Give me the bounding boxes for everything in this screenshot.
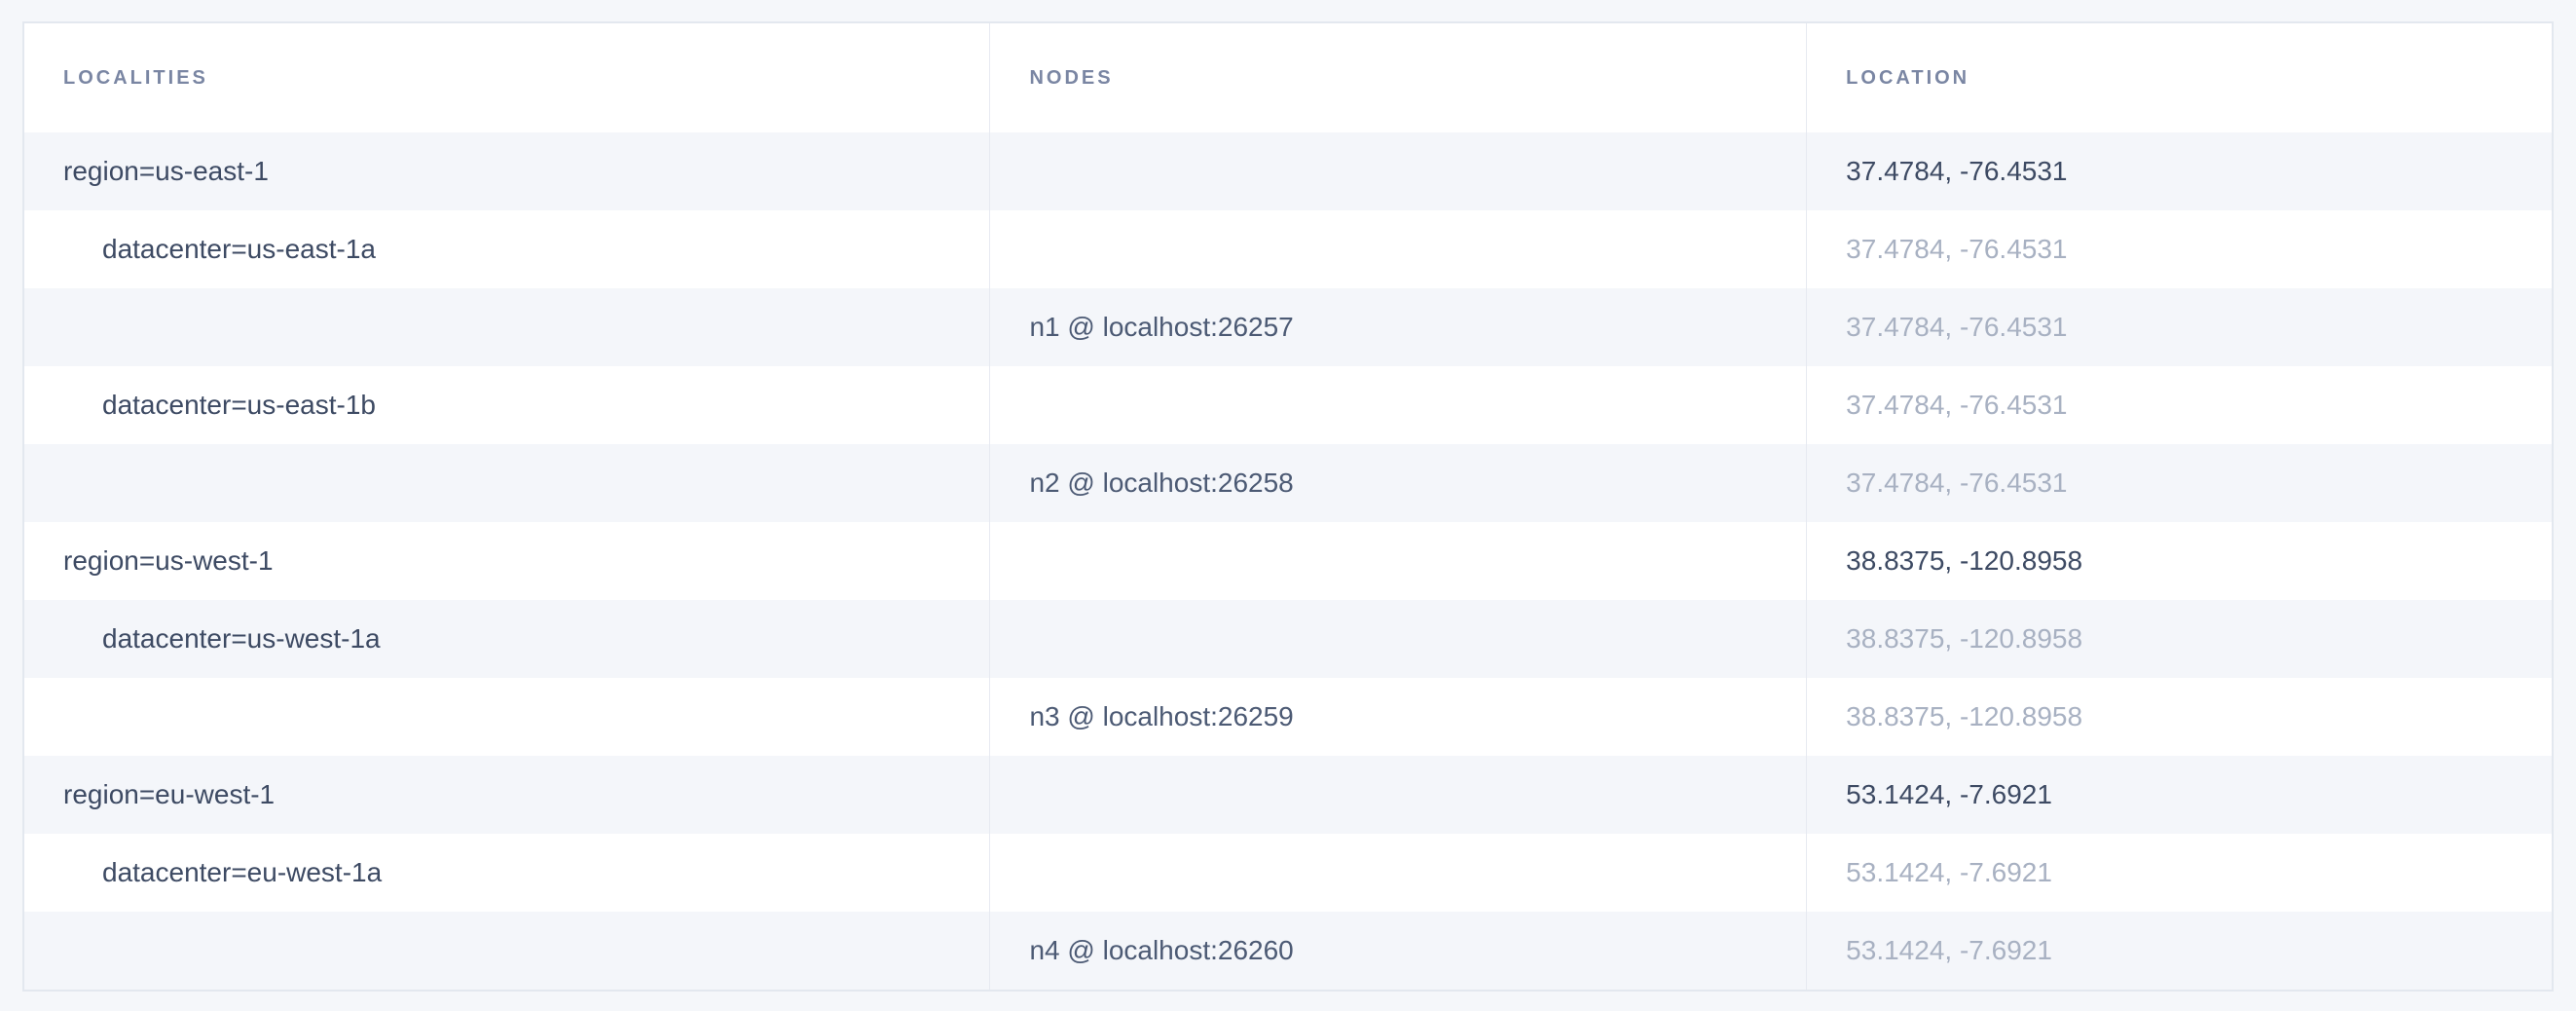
location-value: 37.4784, -76.4531 bbox=[1846, 468, 2068, 498]
locality-cell bbox=[24, 912, 991, 990]
location-value: 37.4784, -76.4531 bbox=[1846, 312, 2068, 342]
locality-cell: datacenter=us-east-1b bbox=[24, 366, 991, 444]
locality-cell: datacenter=us-west-1a bbox=[24, 600, 991, 678]
node-cell: n2 @ localhost:26258 bbox=[990, 444, 1808, 522]
node-label: n4 @ localhost:26260 bbox=[1029, 935, 1294, 965]
table-row: n4 @ localhost:26260 53.1424, -7.6921 bbox=[24, 912, 2552, 990]
location-value: 37.4784, -76.4531 bbox=[1846, 156, 2068, 186]
location-value: 38.8375, -120.8958 bbox=[1846, 623, 2083, 654]
node-cell bbox=[990, 600, 1808, 678]
node-cell bbox=[990, 366, 1808, 444]
table-row: n3 @ localhost:26259 38.8375, -120.8958 bbox=[24, 678, 2552, 756]
node-cell bbox=[990, 132, 1808, 210]
column-header-location-label: Location bbox=[1846, 66, 1970, 89]
location-value: 53.1424, -7.6921 bbox=[1846, 857, 2052, 887]
location-value: 38.8375, -120.8958 bbox=[1846, 545, 2083, 576]
locality-cell: datacenter=us-east-1a bbox=[24, 210, 991, 288]
column-header-nodes: Nodes bbox=[990, 23, 1808, 132]
node-label: n1 @ localhost:26257 bbox=[1029, 312, 1294, 342]
location-value: 53.1424, -7.6921 bbox=[1846, 935, 2052, 965]
locality-cell: region=eu-west-1 bbox=[24, 756, 991, 834]
column-header-nodes-label: Nodes bbox=[1029, 66, 1114, 89]
location-cell: 37.4784, -76.4531 bbox=[1807, 288, 2552, 366]
node-cell bbox=[990, 834, 1808, 912]
locality-cell: datacenter=eu-west-1a bbox=[24, 834, 991, 912]
column-header-localities-label: Localities bbox=[63, 66, 208, 89]
locality-cell: region=us-east-1 bbox=[24, 132, 991, 210]
location-cell: 37.4784, -76.4531 bbox=[1807, 210, 2552, 288]
locality-label: region=eu-west-1 bbox=[63, 779, 276, 809]
locality-label: datacenter=eu-west-1a bbox=[102, 857, 383, 887]
location-cell: 53.1424, -7.6921 bbox=[1807, 834, 2552, 912]
table-header-row: Localities Nodes Location bbox=[24, 23, 2552, 132]
locality-cell bbox=[24, 678, 991, 756]
locality-label: region=us-west-1 bbox=[63, 545, 274, 576]
table-row: n2 @ localhost:26258 37.4784, -76.4531 bbox=[24, 444, 2552, 522]
table-row: region=us-east-1 37.4784, -76.4531 bbox=[24, 132, 2552, 210]
location-cell: 53.1424, -7.6921 bbox=[1807, 912, 2552, 990]
locality-label: region=us-east-1 bbox=[63, 156, 269, 186]
locality-label: datacenter=us-east-1a bbox=[102, 234, 376, 264]
location-cell: 53.1424, -7.6921 bbox=[1807, 756, 2552, 834]
node-cell bbox=[990, 756, 1808, 834]
column-header-localities: Localities bbox=[24, 23, 991, 132]
node-cell: n4 @ localhost:26260 bbox=[990, 912, 1808, 990]
locality-label: datacenter=us-west-1a bbox=[102, 623, 381, 654]
node-cell bbox=[990, 210, 1808, 288]
location-cell: 38.8375, -120.8958 bbox=[1807, 522, 2552, 600]
location-cell: 38.8375, -120.8958 bbox=[1807, 678, 2552, 756]
location-cell: 37.4784, -76.4531 bbox=[1807, 366, 2552, 444]
column-header-location: Location bbox=[1807, 23, 2552, 132]
node-cell: n1 @ localhost:26257 bbox=[990, 288, 1808, 366]
locality-label: datacenter=us-east-1b bbox=[102, 390, 376, 420]
location-value: 38.8375, -120.8958 bbox=[1846, 701, 2083, 731]
locality-cell bbox=[24, 444, 991, 522]
locality-cell: region=us-west-1 bbox=[24, 522, 991, 600]
node-cell bbox=[990, 522, 1808, 600]
node-cell: n3 @ localhost:26259 bbox=[990, 678, 1808, 756]
table-row: datacenter=us-east-1b 37.4784, -76.4531 bbox=[24, 366, 2552, 444]
node-label: n3 @ localhost:26259 bbox=[1029, 701, 1294, 731]
table-row: datacenter=us-west-1a 38.8375, -120.8958 bbox=[24, 600, 2552, 678]
location-value: 53.1424, -7.6921 bbox=[1846, 779, 2052, 809]
locality-cell bbox=[24, 288, 991, 366]
table-row: datacenter=us-east-1a 37.4784, -76.4531 bbox=[24, 210, 2552, 288]
location-value: 37.4784, -76.4531 bbox=[1846, 234, 2068, 264]
node-label: n2 @ localhost:26258 bbox=[1029, 468, 1294, 498]
location-value: 37.4784, -76.4531 bbox=[1846, 390, 2068, 420]
table-body: region=us-east-1 37.4784, -76.4531 datac… bbox=[24, 132, 2552, 990]
location-cell: 37.4784, -76.4531 bbox=[1807, 444, 2552, 522]
location-cell: 38.8375, -120.8958 bbox=[1807, 600, 2552, 678]
table-row: region=us-west-1 38.8375, -120.8958 bbox=[24, 522, 2552, 600]
localities-table: Localities Nodes Location region=us-east… bbox=[22, 21, 2554, 992]
table-row: datacenter=eu-west-1a 53.1424, -7.6921 bbox=[24, 834, 2552, 912]
location-cell: 37.4784, -76.4531 bbox=[1807, 132, 2552, 210]
table-row: region=eu-west-1 53.1424, -7.6921 bbox=[24, 756, 2552, 834]
table-row: n1 @ localhost:26257 37.4784, -76.4531 bbox=[24, 288, 2552, 366]
